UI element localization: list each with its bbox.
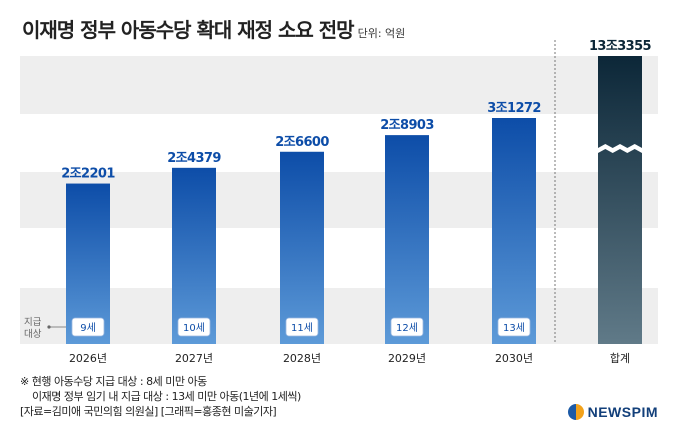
age-axis-label: 지급 [24, 317, 42, 328]
x-tick-label: 2029년 [388, 352, 426, 365]
data-label: 3조1272 [487, 101, 541, 116]
chart-title: 이재명 정부 아동수당 확대 재정 소요 전망 [22, 18, 355, 42]
footnote-current: ※ 현행 아동수당 지급 대상 : 8세 미만 아동 [20, 375, 207, 388]
x-tick-label: 2026년 [69, 352, 107, 365]
age-badge-box [71, 317, 105, 337]
bar-chart: 2조2201 2026년 9세 2조4379 2027년 10세 2조6600 2028년 11… [20, 39, 658, 365]
bar [280, 151, 324, 344]
newspim-logo-icon [567, 404, 584, 420]
footnotes: ※ 현행 아동수당 지급 대상 : 8세 미만 아동 이재명 정부 임기 내 지… [20, 374, 301, 419]
x-tick-label: 합계 [610, 352, 630, 365]
grid-band [20, 172, 658, 228]
data-label: 2조6600 [275, 135, 329, 150]
unit-label: 단위: 억원 [357, 27, 406, 40]
bar [492, 118, 536, 344]
bar [66, 183, 110, 344]
source-credit: [자료=김미애 국민의힘 의원실] [그래픽=홍종현 미술기자] [20, 405, 277, 418]
age-badge: 9세 [71, 317, 105, 337]
bar [172, 167, 216, 344]
age-label: 9세 [80, 322, 96, 334]
data-label: 2조8903 [380, 118, 434, 133]
age-badge-box [497, 317, 531, 337]
footnote-new: 이재명 정부 임기 내 지급 대상 : 13세 미만 아동(1년에 1세씩) [32, 390, 301, 403]
age-label: 11세 [291, 322, 313, 334]
age-badge: 13세 [497, 317, 531, 337]
grid-band [20, 288, 658, 344]
chart-title-block: 이재명 정부 아동수당 확대 재정 소요 전망 단위: 억원 [22, 14, 405, 43]
total-bar [598, 56, 642, 344]
age-label: 13세 [503, 322, 525, 334]
grid-band [20, 56, 658, 114]
data-label: 13조3355 [589, 39, 652, 54]
age-axis-dot [47, 325, 51, 329]
data-label: 2조4379 [167, 151, 221, 166]
age-label: 10세 [183, 322, 205, 334]
data-label: 2조2201 [61, 167, 115, 182]
x-tick-label: 2030년 [495, 352, 533, 365]
age-badge: 10세 [177, 317, 211, 337]
bar [385, 135, 429, 344]
x-tick-label: 2027년 [175, 352, 213, 365]
x-tick-label: 2028년 [283, 352, 321, 365]
age-badge: 11세 [285, 317, 319, 337]
axis-break-mark [598, 144, 642, 153]
age-badge-box [177, 317, 211, 337]
newspim-logo: NEWSPIM [567, 404, 658, 420]
age-axis-label: 대상 [24, 329, 42, 340]
age-badge-box [285, 317, 319, 337]
age-badge-box [390, 317, 424, 337]
age-badge: 12세 [390, 317, 424, 337]
newspim-logo-text: NEWSPIM [587, 404, 658, 420]
age-label: 12세 [396, 322, 418, 334]
